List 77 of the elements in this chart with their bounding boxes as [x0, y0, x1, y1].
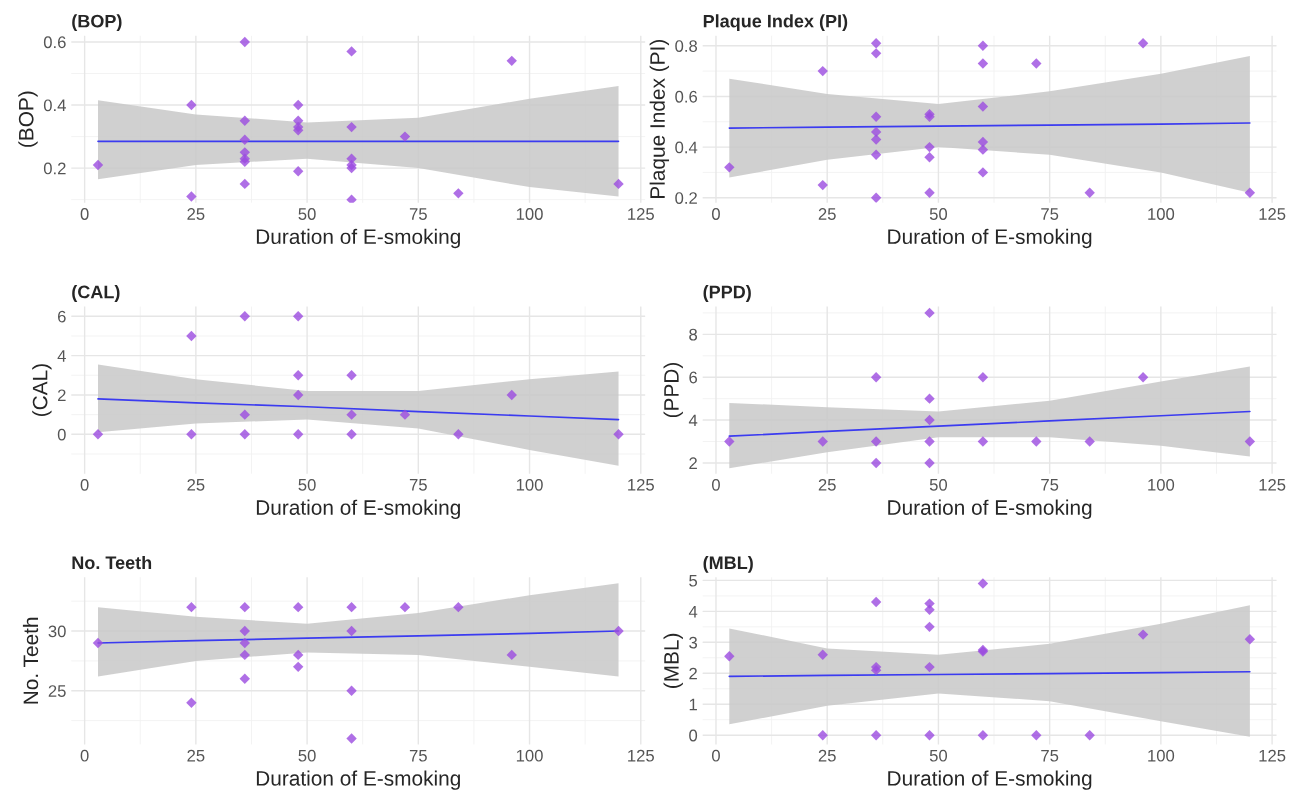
- x-tick-label: 100: [516, 749, 543, 762]
- x-tick-label: 50: [298, 208, 316, 220]
- x-tick-label: 100: [516, 478, 543, 491]
- y-tick-label: 2: [689, 457, 697, 469]
- chart-title: Plaque Index (PI): [703, 14, 848, 32]
- x-tick-label: 100: [1148, 749, 1175, 762]
- chart-title: (CAL): [72, 285, 120, 302]
- x-tick-label: 125: [628, 478, 654, 491]
- y-tick-label: 0: [57, 428, 66, 441]
- y-tick-label: 0.6: [43, 36, 66, 49]
- x-axis-title: Duration of E-smoking: [888, 499, 1092, 520]
- x-axis-title: Duration of E-smoking: [256, 770, 460, 790]
- y-axis-title: (PPD): [663, 363, 683, 418]
- x-tick-label: 125: [1259, 478, 1286, 491]
- x-tick-label: 125: [1259, 749, 1286, 762]
- y-tick-label: 6: [689, 371, 698, 384]
- x-tick-label: 75: [1041, 208, 1059, 220]
- y-tick-label: 8: [689, 328, 698, 341]
- x-axis-title: Duration of E-smoking: [256, 228, 460, 249]
- x-tick-label: 125: [628, 208, 654, 220]
- x-tick-label: 25: [818, 208, 836, 220]
- x-tick-label: 100: [1148, 208, 1175, 220]
- x-tick-label: 0: [711, 749, 720, 762]
- x-tick-label: 25: [187, 208, 205, 220]
- x-tick-label: 0: [80, 478, 89, 491]
- x-tick-label: 0: [80, 749, 89, 762]
- x-tick-label: 25: [818, 478, 836, 491]
- x-tick-label: 75: [409, 479, 427, 491]
- chart-title: (MBL): [703, 555, 753, 573]
- y-tick-label: 0.4: [43, 99, 66, 112]
- y-axis-title: No. Teeth: [22, 617, 39, 704]
- x-tick-label: 0: [711, 478, 720, 491]
- x-tick-label: 0: [80, 208, 89, 220]
- y-tick-label: 0.6: [675, 90, 698, 103]
- y-tick-label: 6: [58, 310, 66, 323]
- y-tick-label: 4: [57, 350, 66, 362]
- y-tick-label: 5: [689, 574, 698, 587]
- x-tick-label: 100: [1148, 478, 1175, 491]
- y-tick-label: 0.2: [675, 192, 697, 204]
- y-axis-title: (BOP): [18, 91, 38, 147]
- x-tick-label: 50: [298, 478, 316, 491]
- y-tick-label: 2: [57, 389, 66, 402]
- y-axis-title: (CAL): [32, 364, 52, 416]
- x-tick-label: 50: [298, 749, 316, 762]
- y-tick-label: 0: [689, 729, 698, 742]
- y-tick-label: 3: [689, 636, 698, 649]
- x-tick-label: 25: [818, 749, 836, 762]
- chart-title: (PPD): [703, 285, 751, 302]
- y-tick-label: 0.2: [43, 162, 66, 175]
- x-tick-label: 50: [929, 749, 948, 762]
- y-tick-label: 25: [48, 685, 66, 697]
- y-axis-title: (MBL): [663, 633, 683, 688]
- y-tick-label: 4: [688, 414, 698, 427]
- x-axis-title: Duration of E-smoking: [256, 499, 460, 520]
- x-tick-label: 100: [516, 208, 543, 220]
- x-tick-label: 50: [929, 478, 948, 491]
- x-tick-label: 75: [409, 208, 427, 220]
- y-tick-label: 0.4: [675, 141, 698, 154]
- x-tick-label: 75: [1041, 749, 1059, 762]
- x-tick-label: 0: [711, 208, 720, 220]
- x-axis-title: Duration of E-smoking: [888, 228, 1092, 249]
- y-tick-label: 1: [689, 698, 697, 711]
- chart-title: (BOP): [72, 14, 122, 32]
- y-tick-label: 2: [689, 667, 697, 680]
- x-tick-label: 75: [1041, 479, 1059, 491]
- y-axis-title: Plaque Index (PI): [649, 40, 670, 198]
- x-axis-title: Duration of E-smoking: [888, 770, 1092, 790]
- x-tick-label: 50: [929, 208, 948, 220]
- x-tick-label: 25: [187, 478, 205, 491]
- y-tick-label: 4: [688, 605, 698, 618]
- chart-title: No. Teeth: [72, 555, 152, 570]
- x-tick-label: 75: [409, 749, 427, 762]
- x-tick-label: 125: [628, 749, 654, 762]
- x-tick-label: 25: [187, 749, 205, 762]
- y-tick-label: 0.8: [675, 40, 698, 52]
- x-tick-label: 125: [1259, 208, 1286, 220]
- y-tick-label: 30: [48, 625, 66, 638]
